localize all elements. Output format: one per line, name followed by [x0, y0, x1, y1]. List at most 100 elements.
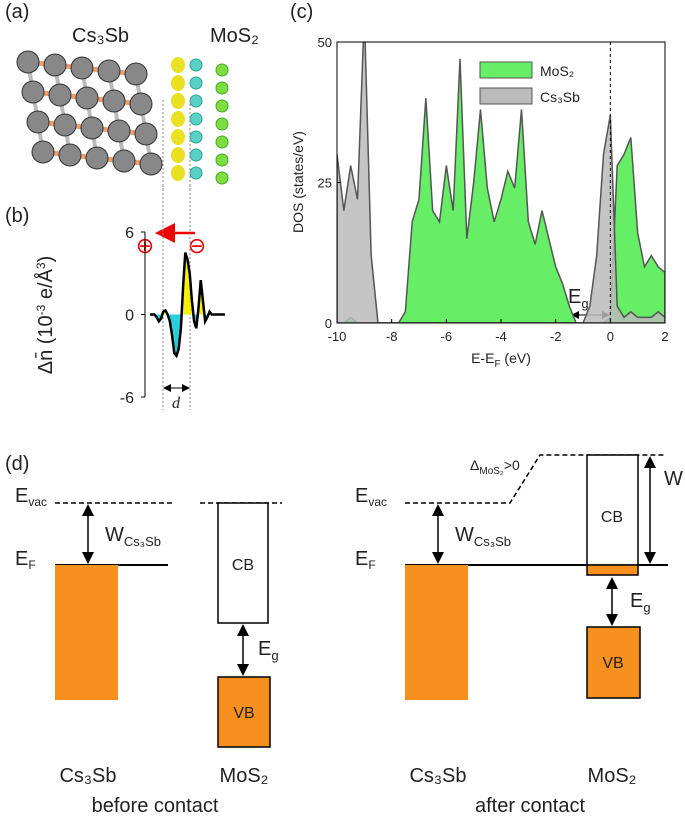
atom: [189, 130, 203, 144]
atom: [43, 53, 67, 77]
area-segment: [185, 252, 188, 315]
label: VB: [602, 655, 623, 672]
structure-label: Cs₃Sb: [72, 25, 129, 47]
y-tick-label: 0: [125, 308, 134, 325]
y-axis-label: Δn̄ (10-3 e/Å3): [34, 256, 57, 375]
structure: [16, 50, 229, 190]
label: Eg: [258, 638, 279, 663]
y-tick-label: 0: [325, 316, 332, 331]
atom: [215, 63, 229, 77]
area-segment: [174, 314, 177, 356]
annotation: d: [172, 395, 181, 412]
atom: [107, 119, 131, 143]
label: WCs₃Sb: [105, 524, 161, 549]
band-labels: Evac EF WCs₃Sb CB VB Eg Cs₃Sb MoS₂ befor…: [15, 457, 683, 817]
atom: [97, 59, 121, 83]
atom: [85, 146, 109, 170]
atom: [16, 50, 40, 74]
label: CB: [232, 557, 254, 574]
cb-filled: [586, 564, 639, 576]
atom: [189, 148, 203, 162]
dos-area: [337, 42, 665, 323]
label: before contact: [92, 795, 219, 817]
metal-band: [405, 565, 468, 700]
x-tick-label: -6: [441, 329, 453, 344]
y-tick-label: 6: [125, 225, 134, 242]
atom: [134, 122, 158, 146]
atom: [215, 117, 229, 131]
x-tick-label: 2: [661, 329, 668, 344]
atom: [21, 80, 45, 104]
vb-box: [586, 626, 641, 699]
atom: [129, 92, 153, 116]
band-diagram: [55, 454, 668, 748]
label: CB: [601, 509, 623, 526]
panel-label: (c): [290, 1, 313, 23]
atom: [189, 94, 203, 108]
charge: [171, 93, 185, 109]
label: Cs₃Sb: [409, 765, 466, 787]
charge: [171, 75, 185, 91]
label: EF: [355, 548, 376, 572]
label: Evac: [355, 485, 387, 509]
atom: [70, 56, 94, 80]
atom: [215, 99, 229, 113]
atom: [215, 171, 229, 185]
dos-area: [337, 58, 665, 323]
legend-label: MoS₂: [540, 63, 574, 79]
label: after contact: [475, 795, 586, 817]
atom: [189, 166, 203, 180]
legend-swatch: [479, 61, 533, 79]
label: WCs₃Sb: [455, 524, 511, 549]
charge: [171, 57, 185, 73]
atom: [48, 83, 72, 107]
charge: [171, 129, 185, 145]
atom: [189, 76, 203, 90]
atom: [112, 149, 136, 173]
atom: [124, 62, 148, 86]
cb-box: [217, 502, 269, 624]
line: [150, 252, 225, 359]
atom: [215, 135, 229, 149]
label: EF: [15, 548, 36, 572]
structure-label: MoS₂: [210, 25, 259, 47]
atom: [102, 89, 126, 113]
atom: [189, 112, 203, 126]
x-tick-label: -8: [386, 329, 398, 344]
legend-label: Cs₃Sb: [540, 89, 580, 105]
symbol: ⊖: [188, 233, 206, 258]
vb-box: [217, 676, 271, 748]
legend-swatch: [479, 87, 533, 105]
label: Eg: [630, 590, 651, 615]
y-tick-label: 25: [318, 176, 332, 191]
atom: [53, 113, 77, 137]
x-axis-label: E-EF (eV): [471, 350, 531, 370]
x-tick-label: 0: [607, 329, 614, 344]
atom: [80, 116, 104, 140]
charge: [171, 111, 185, 127]
atom: [58, 143, 82, 167]
charge: [171, 147, 185, 163]
atom: [189, 58, 203, 72]
panel-label: (d): [5, 453, 29, 475]
atom: [139, 152, 163, 176]
label: MoS₂: [220, 765, 269, 787]
charge: [171, 165, 185, 181]
panel-label: (a): [5, 1, 29, 23]
panel-label: (b): [5, 205, 29, 227]
atom: [75, 86, 99, 110]
atom: [26, 110, 50, 134]
y-tick-label: 50: [318, 35, 332, 50]
cb-box: [586, 454, 639, 566]
x-tick-label: -2: [550, 329, 562, 344]
annotation: Eg: [568, 286, 589, 311]
label: VB: [233, 705, 254, 722]
atom: [215, 81, 229, 95]
atom: [215, 153, 229, 167]
x-tick-label: -4: [495, 329, 507, 344]
atom: [31, 140, 55, 164]
label: ΔMoS₂>0: [470, 457, 520, 477]
x-tick-label: -10: [328, 329, 347, 344]
y-axis-label: DOS (states/eV): [290, 131, 306, 233]
